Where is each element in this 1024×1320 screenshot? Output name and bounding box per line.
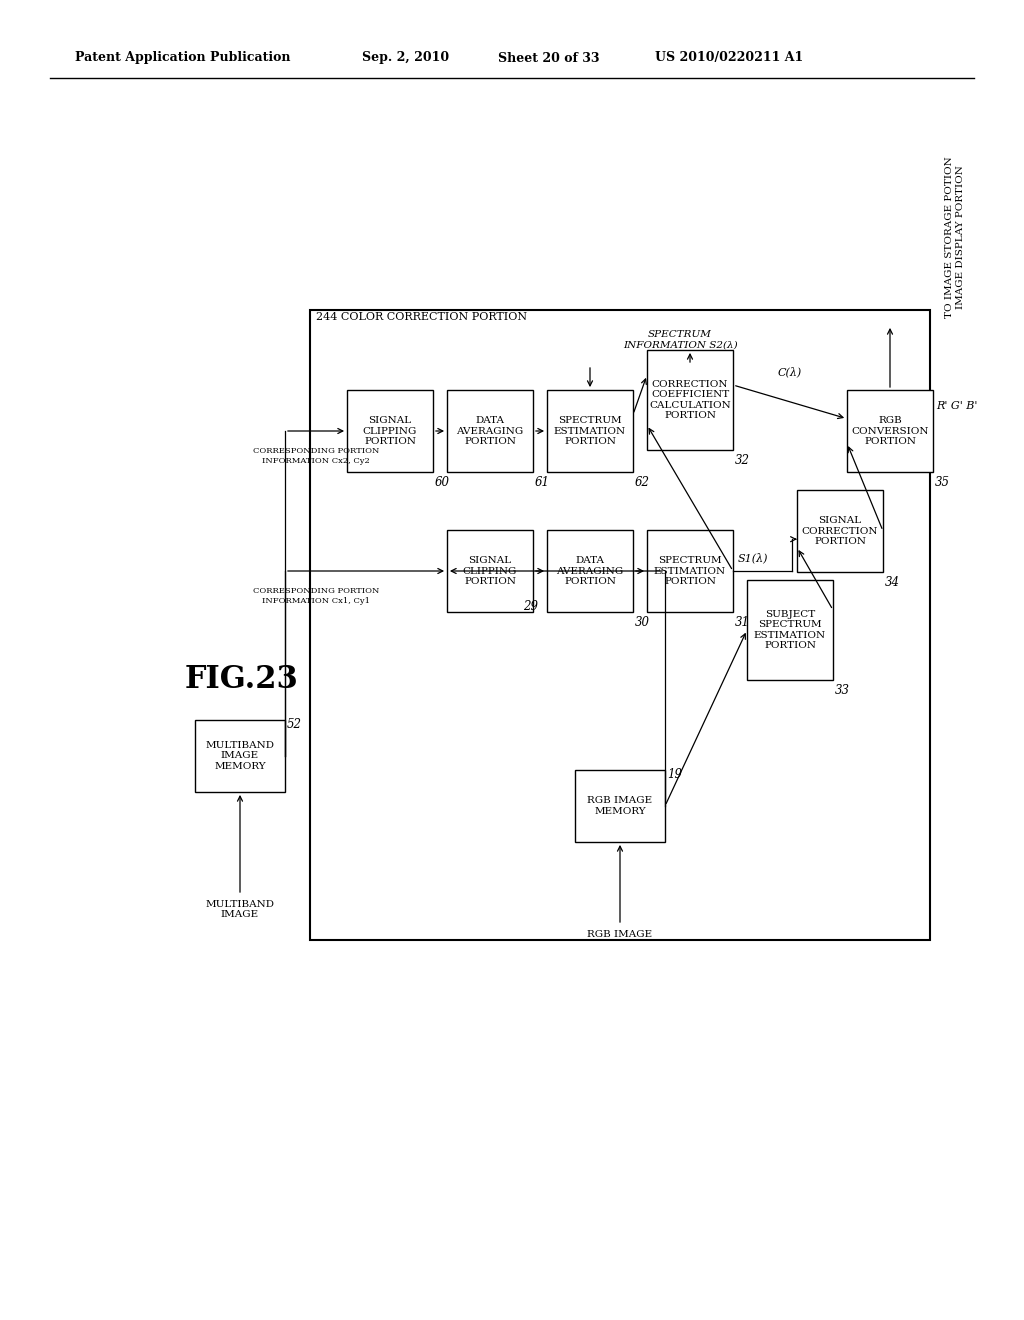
Text: SIGNAL
CLIPPING
PORTION: SIGNAL CLIPPING PORTION bbox=[362, 416, 417, 446]
Text: 29: 29 bbox=[523, 601, 538, 612]
Text: 62: 62 bbox=[635, 477, 650, 488]
Text: S1(λ): S1(λ) bbox=[738, 552, 768, 564]
Text: 30: 30 bbox=[635, 616, 650, 630]
FancyBboxPatch shape bbox=[195, 719, 285, 792]
Text: RGB
CONVERSION
PORTION: RGB CONVERSION PORTION bbox=[851, 416, 929, 446]
Text: 60: 60 bbox=[435, 477, 450, 488]
Text: SIGNAL
CORRECTION
PORTION: SIGNAL CORRECTION PORTION bbox=[802, 516, 879, 546]
FancyBboxPatch shape bbox=[447, 389, 534, 473]
FancyBboxPatch shape bbox=[447, 531, 534, 612]
FancyBboxPatch shape bbox=[847, 389, 933, 473]
Text: DATA
AVERAGING
PORTION: DATA AVERAGING PORTION bbox=[556, 556, 624, 586]
FancyBboxPatch shape bbox=[547, 531, 633, 612]
Bar bbox=[310, 310, 930, 940]
FancyBboxPatch shape bbox=[647, 350, 733, 450]
Text: 52: 52 bbox=[287, 718, 302, 731]
Text: 19: 19 bbox=[667, 768, 682, 781]
Text: 244 COLOR CORRECTION PORTION: 244 COLOR CORRECTION PORTION bbox=[316, 312, 527, 322]
Text: FIG.23: FIG.23 bbox=[185, 664, 299, 696]
Text: 34: 34 bbox=[885, 576, 900, 589]
Text: SUBJECT
SPECTRUM
ESTIMATION
PORTION: SUBJECT SPECTRUM ESTIMATION PORTION bbox=[754, 610, 826, 651]
FancyBboxPatch shape bbox=[746, 579, 833, 680]
FancyBboxPatch shape bbox=[797, 490, 883, 572]
Text: 61: 61 bbox=[535, 477, 550, 488]
Text: 35: 35 bbox=[935, 477, 950, 488]
Text: MULTIBAND
IMAGE: MULTIBAND IMAGE bbox=[206, 900, 274, 920]
Text: Sep. 2, 2010: Sep. 2, 2010 bbox=[362, 51, 450, 65]
Text: 31: 31 bbox=[735, 616, 750, 630]
Text: CORRESPONDING PORTION
INFORMATION Cx2, Cy2: CORRESPONDING PORTION INFORMATION Cx2, C… bbox=[253, 447, 379, 465]
Text: C(λ): C(λ) bbox=[778, 366, 802, 378]
Text: SIGNAL
CLIPPING
PORTION: SIGNAL CLIPPING PORTION bbox=[463, 556, 517, 586]
Text: SPECTRUM
ESTIMATION
PORTION: SPECTRUM ESTIMATION PORTION bbox=[654, 556, 726, 586]
Text: RGB IMAGE: RGB IMAGE bbox=[588, 931, 652, 939]
Text: MULTIBAND
IMAGE
MEMORY: MULTIBAND IMAGE MEMORY bbox=[206, 741, 274, 771]
Text: Sheet 20 of 33: Sheet 20 of 33 bbox=[498, 51, 599, 65]
FancyBboxPatch shape bbox=[547, 389, 633, 473]
Text: CORRESPONDING PORTION
INFORMATION Cx1, Cy1: CORRESPONDING PORTION INFORMATION Cx1, C… bbox=[253, 587, 379, 605]
Text: US 2010/0220211 A1: US 2010/0220211 A1 bbox=[655, 51, 803, 65]
Text: R' G' B': R' G' B' bbox=[936, 401, 977, 412]
Text: SPECTRUM
INFORMATION S2(λ): SPECTRUM INFORMATION S2(λ) bbox=[623, 330, 737, 350]
Text: Patent Application Publication: Patent Application Publication bbox=[75, 51, 291, 65]
Text: 32: 32 bbox=[735, 454, 750, 467]
FancyBboxPatch shape bbox=[575, 770, 665, 842]
Text: DATA
AVERAGING
PORTION: DATA AVERAGING PORTION bbox=[457, 416, 523, 446]
FancyBboxPatch shape bbox=[647, 531, 733, 612]
Text: RGB IMAGE
MEMORY: RGB IMAGE MEMORY bbox=[588, 796, 652, 816]
Text: CORRECTION
COEFFICIENT
CALCULATION
PORTION: CORRECTION COEFFICIENT CALCULATION PORTI… bbox=[649, 380, 731, 420]
Text: 33: 33 bbox=[835, 684, 850, 697]
Text: SPECTRUM
ESTIMATION
PORTION: SPECTRUM ESTIMATION PORTION bbox=[554, 416, 626, 446]
FancyBboxPatch shape bbox=[347, 389, 433, 473]
Text: TO IMAGE STORAGE POTION
IMAGE DISPLAY PORTION: TO IMAGE STORAGE POTION IMAGE DISPLAY PO… bbox=[945, 156, 965, 318]
